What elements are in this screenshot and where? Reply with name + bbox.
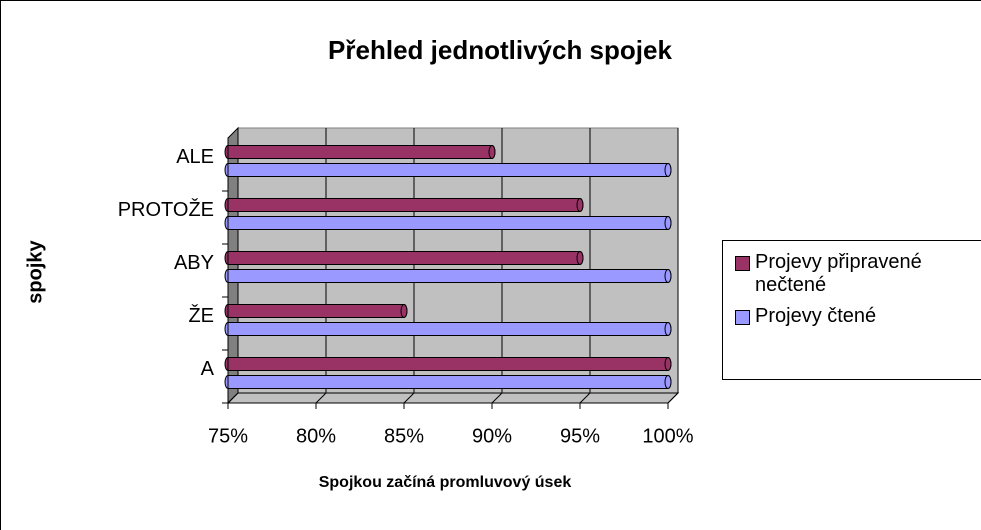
y-axis-title: spojky bbox=[24, 239, 46, 303]
bar bbox=[224, 269, 672, 283]
grid-line bbox=[403, 392, 415, 404]
bar-end bbox=[576, 251, 584, 265]
bar bbox=[224, 163, 672, 177]
legend-item: Projevy čtené bbox=[735, 305, 981, 328]
bar bbox=[224, 198, 584, 212]
y-tick-label: A bbox=[201, 358, 215, 380]
bar-end bbox=[488, 145, 496, 159]
bar-end bbox=[664, 357, 672, 371]
y-tick-label: ABY bbox=[174, 252, 214, 274]
bar-end bbox=[400, 304, 408, 318]
floor bbox=[226, 392, 680, 404]
chart-title: Přehled jednotlivých spojek bbox=[328, 35, 672, 65]
bar-end bbox=[664, 163, 672, 177]
x-tick-label: 85% bbox=[384, 425, 424, 447]
y-tick-label: ŽE bbox=[188, 304, 214, 327]
x-tick-label: 90% bbox=[472, 425, 512, 447]
grid-line bbox=[315, 392, 327, 404]
bar bbox=[224, 357, 672, 371]
grid-line bbox=[667, 392, 679, 404]
grid-line bbox=[227, 392, 239, 404]
y-tick-label: ALE bbox=[176, 146, 214, 168]
grid-line bbox=[491, 392, 503, 404]
x-axis-title: Spojkou začíná promluvový úsek bbox=[319, 474, 572, 491]
bar bbox=[224, 375, 672, 389]
bar bbox=[224, 322, 672, 336]
grid-line bbox=[579, 392, 591, 404]
legend: Projevy připravené nečtené Projevy čtené bbox=[722, 240, 981, 380]
bar-end bbox=[664, 216, 672, 230]
bar bbox=[224, 216, 672, 230]
x-tick-label: 95% bbox=[560, 425, 600, 447]
legend-label: Projevy připravené nečtené bbox=[755, 251, 922, 296]
bar bbox=[224, 251, 584, 265]
legend-swatch bbox=[735, 310, 750, 325]
x-tick-label: 75% bbox=[208, 425, 248, 447]
bar bbox=[224, 304, 408, 318]
x-tick-label: 80% bbox=[296, 425, 336, 447]
bar-end bbox=[664, 375, 672, 389]
x-tick-label: 100% bbox=[642, 425, 693, 447]
bar-end bbox=[664, 322, 672, 336]
bar-end bbox=[664, 269, 672, 283]
bar bbox=[224, 145, 496, 159]
legend-swatch bbox=[735, 256, 750, 271]
legend-item: Projevy připravené nečtené bbox=[735, 251, 981, 297]
bar-end bbox=[576, 198, 584, 212]
y-tick-label: PROTOŽE bbox=[118, 198, 214, 221]
legend-label: Projevy čtené bbox=[755, 305, 877, 327]
